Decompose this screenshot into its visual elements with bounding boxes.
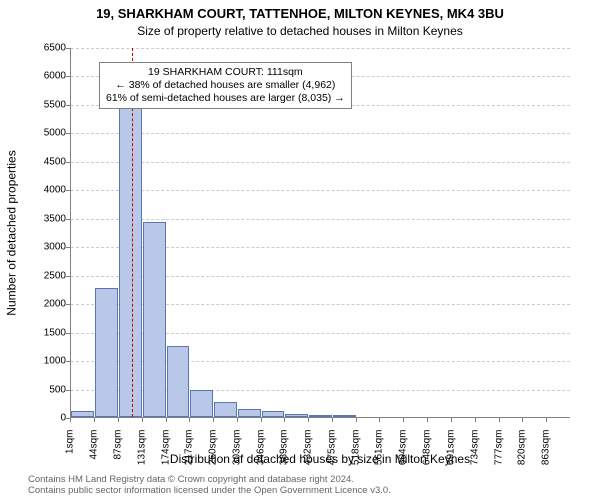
x-tick-mark xyxy=(213,418,214,422)
y-tick-mark xyxy=(66,133,70,134)
x-tick-mark xyxy=(403,418,404,422)
x-tick-mark xyxy=(166,418,167,422)
x-tick-mark xyxy=(94,418,95,422)
annotation-line: ← 38% of detached houses are smaller (4,… xyxy=(106,79,345,92)
y-tick-mark xyxy=(66,276,70,277)
y-tick-mark xyxy=(66,390,70,391)
histogram-bar xyxy=(333,415,356,417)
y-tick-mark xyxy=(66,304,70,305)
chart-subtitle: Size of property relative to detached ho… xyxy=(0,24,600,38)
gridline xyxy=(71,48,570,49)
gridline xyxy=(71,162,570,163)
annotation-box: 19 SHARKHAM COURT: 111sqm← 38% of detach… xyxy=(99,62,352,109)
y-tick-label: 4500 xyxy=(6,156,66,167)
histogram-bar xyxy=(143,222,166,417)
x-tick-mark xyxy=(308,418,309,422)
histogram-bar xyxy=(190,390,213,417)
x-tick-mark xyxy=(284,418,285,422)
x-tick-mark xyxy=(379,418,380,422)
y-tick-label: 6500 xyxy=(6,43,66,54)
y-tick-label: 6000 xyxy=(6,71,66,82)
y-tick-mark xyxy=(66,162,70,163)
y-tick-mark xyxy=(66,48,70,49)
gridline xyxy=(71,133,570,134)
y-tick-mark xyxy=(66,247,70,248)
x-tick-mark xyxy=(332,418,333,422)
plot-area: 19 SHARKHAM COURT: 111sqm← 38% of detach… xyxy=(70,48,570,418)
histogram-bar xyxy=(71,411,94,417)
y-tick-label: 2000 xyxy=(6,299,66,310)
x-tick-mark xyxy=(546,418,547,422)
y-tick-mark xyxy=(66,361,70,362)
x-tick-mark xyxy=(142,418,143,422)
x-tick-mark xyxy=(499,418,500,422)
x-tick-mark xyxy=(189,418,190,422)
histogram-bar xyxy=(309,415,332,417)
y-tick-mark xyxy=(66,219,70,220)
x-tick-mark xyxy=(70,418,71,422)
y-tick-label: 2500 xyxy=(6,270,66,281)
x-tick-mark xyxy=(237,418,238,422)
y-tick-mark xyxy=(66,333,70,334)
histogram-bar xyxy=(167,346,190,417)
chart-title: 19, SHARKHAM COURT, TATTENHOE, MILTON KE… xyxy=(0,6,600,21)
y-tick-label: 5500 xyxy=(6,99,66,110)
annotation-line: 19 SHARKHAM COURT: 111sqm xyxy=(106,66,345,79)
x-tick-mark xyxy=(522,418,523,422)
histogram-bar xyxy=(285,414,308,417)
gridline xyxy=(71,190,570,191)
y-tick-label: 3000 xyxy=(6,242,66,253)
x-tick-mark xyxy=(451,418,452,422)
footer-line-2: Contains public sector information licen… xyxy=(28,486,391,497)
y-tick-label: 3500 xyxy=(6,213,66,224)
histogram-bar xyxy=(95,288,118,417)
y-tick-label: 0 xyxy=(6,413,66,424)
y-tick-mark xyxy=(66,105,70,106)
x-tick-mark xyxy=(261,418,262,422)
x-tick-mark xyxy=(475,418,476,422)
x-tick-mark xyxy=(427,418,428,422)
x-tick-mark xyxy=(118,418,119,422)
y-tick-mark xyxy=(66,190,70,191)
x-tick-mark xyxy=(356,418,357,422)
y-tick-mark xyxy=(66,76,70,77)
y-tick-label: 500 xyxy=(6,384,66,395)
histogram-bar xyxy=(238,409,261,417)
y-tick-label: 1000 xyxy=(6,356,66,367)
histogram-bar xyxy=(214,402,237,417)
y-tick-label: 4000 xyxy=(6,185,66,196)
annotation-line: 61% of semi-detached houses are larger (… xyxy=(106,92,345,105)
chart-container: 19, SHARKHAM COURT, TATTENHOE, MILTON KE… xyxy=(0,0,600,500)
y-axis-label-text: Number of detached properties xyxy=(5,150,19,315)
y-tick-label: 1500 xyxy=(6,327,66,338)
y-tick-label: 5000 xyxy=(6,128,66,139)
footer-attribution: Contains HM Land Registry data © Crown c… xyxy=(28,475,391,497)
histogram-bar xyxy=(262,411,285,417)
x-axis-label: Distribution of detached houses by size … xyxy=(70,452,570,466)
gridline xyxy=(71,219,570,220)
histogram-bar xyxy=(119,99,142,417)
